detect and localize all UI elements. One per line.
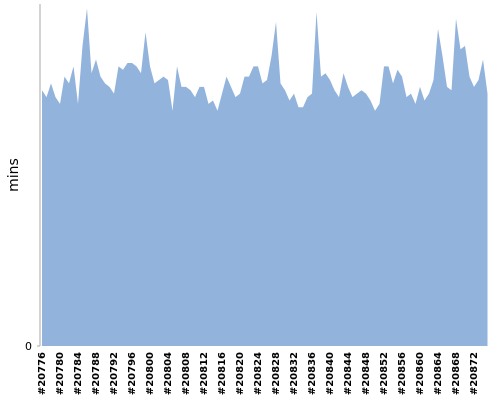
x-tick-label: #20828 [271,352,282,395]
y-axis-label: mins [6,158,22,192]
x-tick-label: #20808 [181,352,192,395]
x-tick-label: #20868 [451,352,462,395]
x-tick-label: #20844 [343,352,354,395]
x-tick-label: #20836 [307,352,318,395]
x-tick-label: #20852 [379,352,390,395]
x-tick-label: #20792 [109,352,120,395]
x-tick-label: #20820 [235,352,246,395]
x-tick-label: #20832 [289,352,300,395]
x-tick-label: #20864 [433,352,444,395]
x-tick-label: #20804 [163,352,174,395]
x-tick-label: #20824 [253,352,264,395]
x-tick-label: #20812 [199,352,210,395]
x-tick-label: #20776 [37,352,48,395]
x-tick-label: #20872 [469,352,480,395]
x-tick-label: #20780 [55,352,66,395]
x-tick-label: #20840 [325,352,336,395]
x-tick-label: #20800 [145,352,156,395]
x-tick-label: #20796 [127,352,138,395]
x-tick-label: #20816 [217,352,228,395]
x-tick-label: #20784 [73,352,84,395]
x-tick-label: #20788 [91,352,102,395]
x-tick-label: #20848 [361,352,372,395]
y-tick-label: 0 [25,340,32,353]
x-tick-label: #20856 [397,352,408,395]
x-tick-label: #20860 [415,352,426,395]
area [42,8,488,346]
